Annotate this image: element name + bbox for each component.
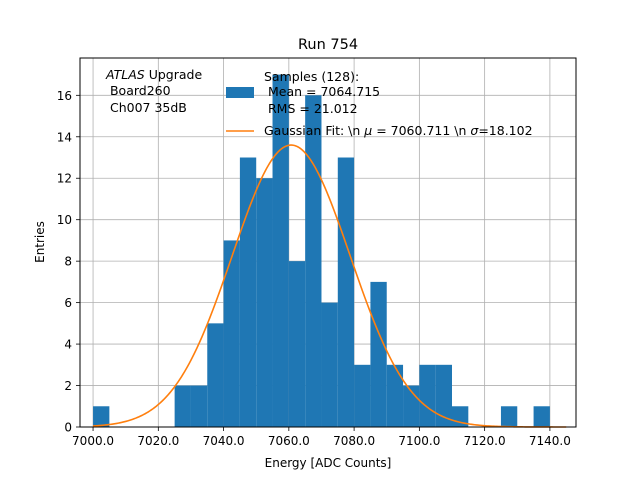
- y-tick-label-3: 6: [64, 296, 72, 310]
- x-axis-label: Energy [ADC Counts]: [265, 456, 392, 470]
- histogram-bars: [93, 74, 550, 428]
- x-tick-label-2: 7040.0: [203, 434, 245, 448]
- histogram-bar-6: [190, 385, 208, 427]
- annotation-line-3: Ch007 35dB: [106, 100, 187, 115]
- annotation-atlas: ATLAS: [105, 67, 145, 82]
- y-axis-label: Entries: [33, 221, 47, 263]
- histogram-bar-11: [272, 74, 289, 428]
- fit-curve-group: [93, 144, 567, 428]
- histogram-bar-10: [256, 178, 273, 427]
- histogram-bar-0: [93, 406, 110, 427]
- legend-hist-swatch: [226, 87, 254, 98]
- y-tick-label-0: 0: [64, 421, 72, 435]
- histogram-bar-9: [239, 157, 257, 427]
- y-tick-label-2: 4: [64, 338, 72, 352]
- x-tick-label-4: 7080.0: [333, 434, 375, 448]
- y-tick-label-5: 10: [57, 213, 72, 227]
- annotation-line-1: ATLAS Upgrade: [105, 67, 202, 82]
- histogram-bar-13: [305, 95, 322, 427]
- legend-fit-mu-symbol: μ: [363, 123, 372, 138]
- histogram-bar-15: [337, 157, 355, 427]
- histogram-bar-21: [435, 364, 452, 427]
- x-tick-label-5: 7100.0: [398, 434, 440, 448]
- histogram-bar-20: [419, 364, 436, 427]
- y-tick-label-7: 14: [57, 130, 72, 144]
- legend: Samples (128): Mean = 7064.715 RMS = 21.…: [226, 69, 533, 138]
- histogram-bar-18: [386, 364, 404, 427]
- annotation-line-2: Board260: [106, 83, 171, 98]
- histogram-bar-5: [174, 385, 191, 427]
- histogram-bar-16: [354, 364, 371, 427]
- x-tick-label-3: 7060.0: [268, 434, 310, 448]
- x-tick-label-0: 7000.0: [72, 434, 114, 448]
- histogram-bar-7: [207, 323, 224, 427]
- y-tick-label-4: 8: [64, 255, 72, 269]
- legend-fit-mid: = 7060.711 \n: [372, 123, 470, 138]
- x-axis-ticks: 7000.0 7020.0 7040.0 7060.0 7080.0 7100.0 7120…: [72, 427, 571, 448]
- x-tick-label-1: 7020.0: [137, 434, 179, 448]
- gaussian-fit-curve: [93, 144, 567, 428]
- histogram-bar-8: [223, 240, 240, 427]
- x-tick-label-6: 7120.0: [464, 434, 506, 448]
- legend-hist-line-1: Samples (128):: [264, 69, 359, 84]
- legend-hist-line-3: RMS = 21.012: [268, 101, 358, 116]
- histogram-bar-27: [533, 406, 550, 427]
- histogram-bar-25: [500, 406, 518, 427]
- chart-title: Run 754: [298, 37, 358, 53]
- y-tick-label-8: 16: [57, 89, 72, 103]
- legend-hist-line-2: Mean = 7064.715: [268, 84, 380, 99]
- annotation-upgrade: Upgrade: [145, 67, 203, 82]
- y-tick-label-6: 12: [57, 172, 72, 186]
- histogram-bar-12: [288, 261, 306, 427]
- axes-frame: [79, 57, 577, 428]
- legend-fit-label: Gaussian Fit: \n μ = 7060.711 \n σ=18.10…: [264, 123, 533, 138]
- histogram-bar-17: [370, 281, 387, 427]
- legend-fit-sigma-symbol: σ: [470, 123, 479, 138]
- detector-annotation: ATLAS Upgrade Board260 Ch007 35dB: [105, 67, 202, 115]
- legend-fit-prefix: Gaussian Fit: \n: [264, 123, 364, 138]
- histogram-bar-14: [321, 302, 338, 427]
- y-axis-ticks: 0 2 4 6 8 10 12 14 16: [57, 89, 80, 435]
- legend-fit-suffix: =18.102: [478, 123, 532, 138]
- y-tick-label-1: 2: [64, 379, 72, 393]
- x-tick-label-7: 7140.0: [529, 434, 571, 448]
